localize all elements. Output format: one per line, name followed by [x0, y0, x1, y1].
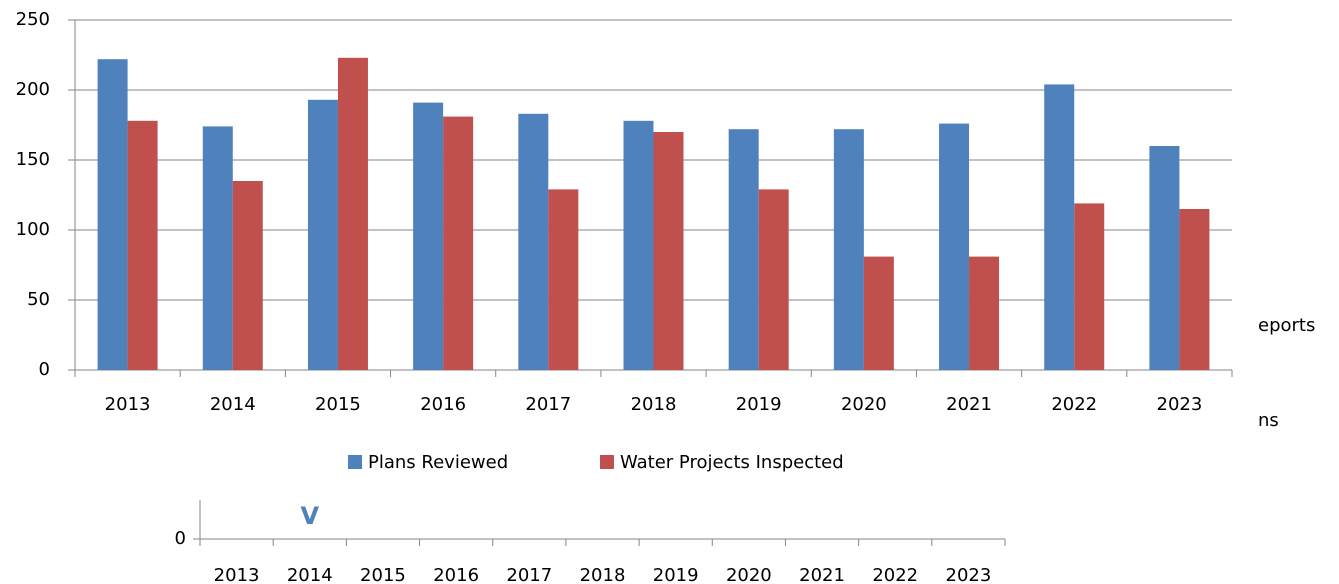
- x-tick-label: 2016: [433, 565, 479, 584]
- y-tick-label: 0: [175, 528, 186, 549]
- bar: [939, 123, 970, 370]
- x-tick-label: 2018: [580, 565, 626, 584]
- x-tick-label: 2014: [287, 565, 333, 584]
- bar: [307, 99, 338, 371]
- y-tick-label: 250: [16, 9, 50, 30]
- x-tick-label: 2022: [872, 565, 918, 584]
- bar: [758, 189, 789, 370]
- y-tick-label: 150: [16, 149, 50, 170]
- annotation: V: [300, 502, 319, 530]
- x-tick-label: 2021: [946, 394, 992, 415]
- bar: [1044, 84, 1075, 371]
- legend-label: Water Projects Inspected: [620, 452, 844, 473]
- y-tick-label: 200: [16, 79, 50, 100]
- bar: [1149, 146, 1180, 370]
- x-tick-label: 2020: [841, 394, 887, 415]
- bar: [653, 132, 684, 370]
- bar: [337, 57, 368, 371]
- bar: [863, 256, 894, 370]
- bar: [548, 189, 579, 370]
- bar: [833, 129, 864, 370]
- x-tick-label: 2013: [105, 394, 151, 415]
- x-tick-label: 2018: [631, 394, 677, 415]
- legend-swatch: [348, 455, 362, 469]
- bar: [413, 102, 444, 370]
- x-tick-label: 2022: [1051, 394, 1097, 415]
- x-tick-label: 2014: [210, 394, 256, 415]
- x-tick-label: 2015: [360, 565, 406, 584]
- x-tick-label: 2015: [315, 394, 361, 415]
- text-fragment: eports: [1258, 315, 1315, 336]
- bar: [623, 120, 654, 370]
- x-tick-label: 2020: [726, 565, 772, 584]
- x-tick-label: 2016: [420, 394, 466, 415]
- y-tick-label: 100: [16, 219, 50, 240]
- x-tick-label: 2023: [946, 565, 992, 584]
- bar: [728, 129, 759, 370]
- legend-label: Plans Reviewed: [368, 452, 508, 473]
- bar: [518, 113, 549, 371]
- x-tick-label: 2023: [1157, 394, 1203, 415]
- legend-swatch: [600, 455, 614, 469]
- bar: [127, 120, 158, 370]
- x-tick-label: 2017: [506, 565, 552, 584]
- bar: [969, 256, 1000, 370]
- bar: [443, 116, 474, 370]
- bar: [202, 126, 233, 371]
- x-tick-label: 2021: [799, 565, 845, 584]
- bar: [232, 181, 263, 370]
- x-tick-label: 2017: [525, 394, 571, 415]
- text-fragment: ns: [1258, 410, 1279, 431]
- x-tick-label: 2013: [214, 565, 260, 584]
- x-tick-label: 2019: [736, 394, 782, 415]
- bar: [1179, 209, 1210, 370]
- bar: [1074, 203, 1105, 370]
- bar: [97, 59, 128, 370]
- x-tick-label: 2019: [653, 565, 699, 584]
- y-tick-label: 0: [39, 359, 50, 380]
- y-tick-label: 50: [27, 289, 50, 310]
